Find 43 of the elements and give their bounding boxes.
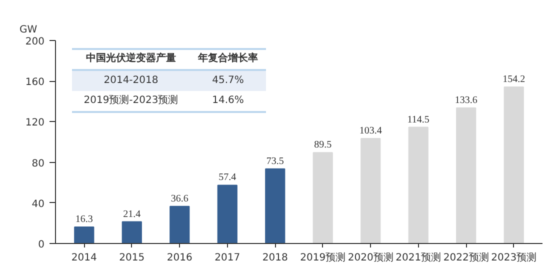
bar: [217, 184, 238, 244]
bar: [504, 86, 524, 244]
x-tick-label: 2020预测: [348, 252, 394, 264]
x-tick-label: 2021预测: [396, 252, 442, 264]
x-tick-label: 2015: [119, 252, 145, 264]
annotation: 45.7%: [190, 70, 266, 91]
bar: [456, 107, 476, 244]
y-tick-label: 0: [38, 240, 45, 250]
annotation: 2014-2018: [72, 70, 190, 91]
x-tick-label: 2023预测: [491, 252, 537, 264]
bar: [360, 138, 381, 244]
data-label: 36.6: [170, 193, 188, 204]
y-tick-label: 200: [25, 36, 45, 48]
x-tick-label: 2016: [166, 252, 192, 264]
data-label: 114.5: [407, 114, 430, 126]
data-label: 73.5: [266, 156, 284, 167]
data-label: 57.4: [218, 172, 236, 184]
data-label: 89.5: [314, 140, 332, 151]
bar: [408, 126, 428, 244]
bar: [312, 152, 333, 244]
annotation: 2019预测-2023预测: [82, 94, 180, 108]
data-label: 133.6: [454, 94, 478, 106]
x-tick-label: 2018: [262, 252, 288, 264]
data-label: 16.3: [75, 214, 93, 225]
bar: [74, 226, 94, 244]
y-axis-title: GW: [20, 24, 38, 36]
y-tick-label: 40: [32, 198, 45, 210]
data-label: 103.4: [359, 126, 382, 137]
y-tick-label: 80: [32, 158, 45, 170]
bar: [122, 221, 142, 244]
x-tick-label: 2014: [71, 252, 97, 264]
data-label: 154.2: [502, 74, 526, 85]
bar: [170, 206, 190, 244]
x-tick-label: 2017: [214, 252, 240, 264]
x-tick-label: 2019预测: [300, 252, 346, 264]
annotation: 14.6%: [211, 94, 245, 108]
annotation: 年复合增长率: [190, 49, 266, 70]
data-label: 21.4: [123, 208, 141, 220]
annotation: 中国光伏逆变器产量: [72, 49, 190, 70]
x-tick-label: 2022预测: [443, 252, 489, 264]
bar: [265, 168, 286, 244]
y-tick-label: 160: [25, 77, 45, 88]
y-tick-label: 120: [25, 118, 45, 129]
